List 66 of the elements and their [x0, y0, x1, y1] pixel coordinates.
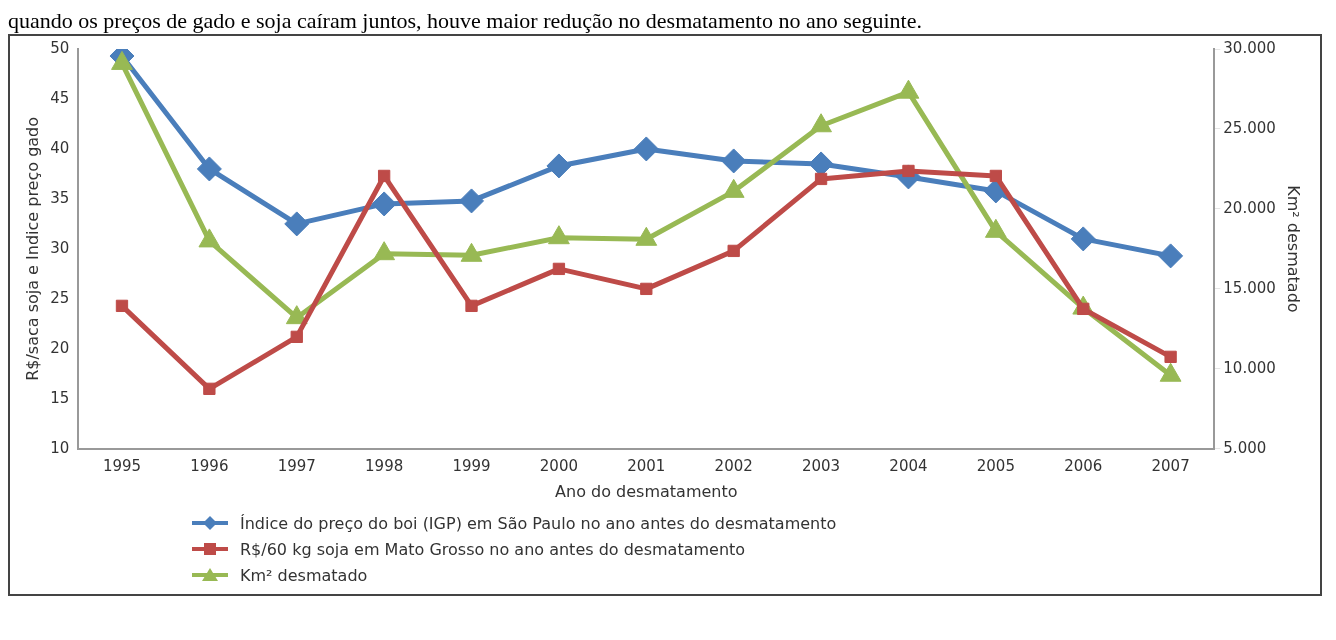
y-tick-label: 50 — [50, 38, 70, 57]
y-tick-label: 30 — [50, 238, 70, 257]
y-tick-label: 10 — [50, 438, 70, 457]
point — [377, 169, 391, 183]
point — [203, 382, 216, 395]
point — [465, 299, 478, 313]
y-tick-label: 25 — [50, 288, 70, 307]
point — [548, 225, 570, 245]
x-tick-label: 1996 — [190, 456, 229, 475]
y-tick-label: 35 — [50, 188, 70, 207]
text: quando os preços de gado e soja caíram juntos, houve maior redução no desmatamento no ano seguinte. — [8, 8, 923, 34]
x-tick-label: 2005 — [976, 456, 1015, 475]
point — [1158, 243, 1184, 269]
y-axis-title: R$/saca soja e Indice preço gado — [22, 116, 42, 381]
x-tick-label: 1997 — [277, 456, 316, 475]
y2-tick-label: 30.000 — [1223, 38, 1276, 57]
point — [373, 241, 396, 261]
y-tick-label: 15 — [50, 388, 70, 407]
point — [546, 153, 572, 179]
y2-tick-label: 10.000 — [1223, 358, 1276, 377]
x-axis-title: Ano do desmatamento — [555, 481, 738, 501]
point — [290, 330, 303, 344]
point — [284, 211, 310, 237]
legend-label: Índice do preço do boi (IGP) em São Paulo no ano antes do desmatamento — [240, 513, 837, 533]
point — [635, 226, 658, 246]
y-tick-label: 20 — [50, 338, 70, 357]
legend-label: Km² desmatado — [240, 565, 368, 585]
y-tick-label: 45 — [50, 88, 70, 107]
x-tick-label: 2002 — [714, 456, 753, 475]
point — [1164, 350, 1177, 363]
point — [1159, 362, 1182, 382]
point — [989, 169, 1003, 183]
x-tick-label: 2003 — [801, 456, 841, 475]
point — [633, 136, 659, 162]
x-tick-label: 1999 — [452, 456, 491, 475]
x-tick-label: 2007 — [1151, 456, 1190, 475]
point — [371, 191, 397, 217]
y2-tick-label: 20.000 — [1223, 198, 1276, 217]
point — [810, 113, 832, 133]
x-tick-label: 2000 — [539, 456, 579, 475]
point — [984, 218, 1007, 238]
point — [1070, 226, 1096, 252]
point — [198, 228, 221, 248]
x-tick-label: 2001 — [627, 456, 666, 475]
y2-axis-title: Km² desmatado — [1284, 185, 1304, 313]
legend-label: R$/60 kg soja em Mato Grosso no ano antes do desmatamento — [240, 539, 746, 559]
x-tick-label: 2004 — [889, 456, 928, 475]
point — [640, 282, 653, 296]
point — [459, 188, 485, 214]
y-tick-label: 40 — [50, 138, 70, 157]
point — [721, 148, 747, 174]
point — [460, 242, 483, 262]
x-tick-label: 2006 — [1064, 456, 1103, 475]
point — [727, 244, 740, 258]
point — [552, 262, 566, 276]
point — [814, 172, 828, 186]
y2-tick-label: 15.000 — [1223, 278, 1276, 297]
y2-tick-label: 25.000 — [1223, 118, 1276, 137]
x-tick-label: 1998 — [365, 456, 404, 475]
point — [722, 178, 745, 198]
y2-tick-label: 5.000 — [1223, 438, 1267, 457]
point — [196, 156, 222, 182]
point — [115, 299, 129, 313]
x-tick-label: 1995 — [102, 456, 142, 475]
point — [285, 305, 308, 325]
point — [897, 79, 920, 99]
